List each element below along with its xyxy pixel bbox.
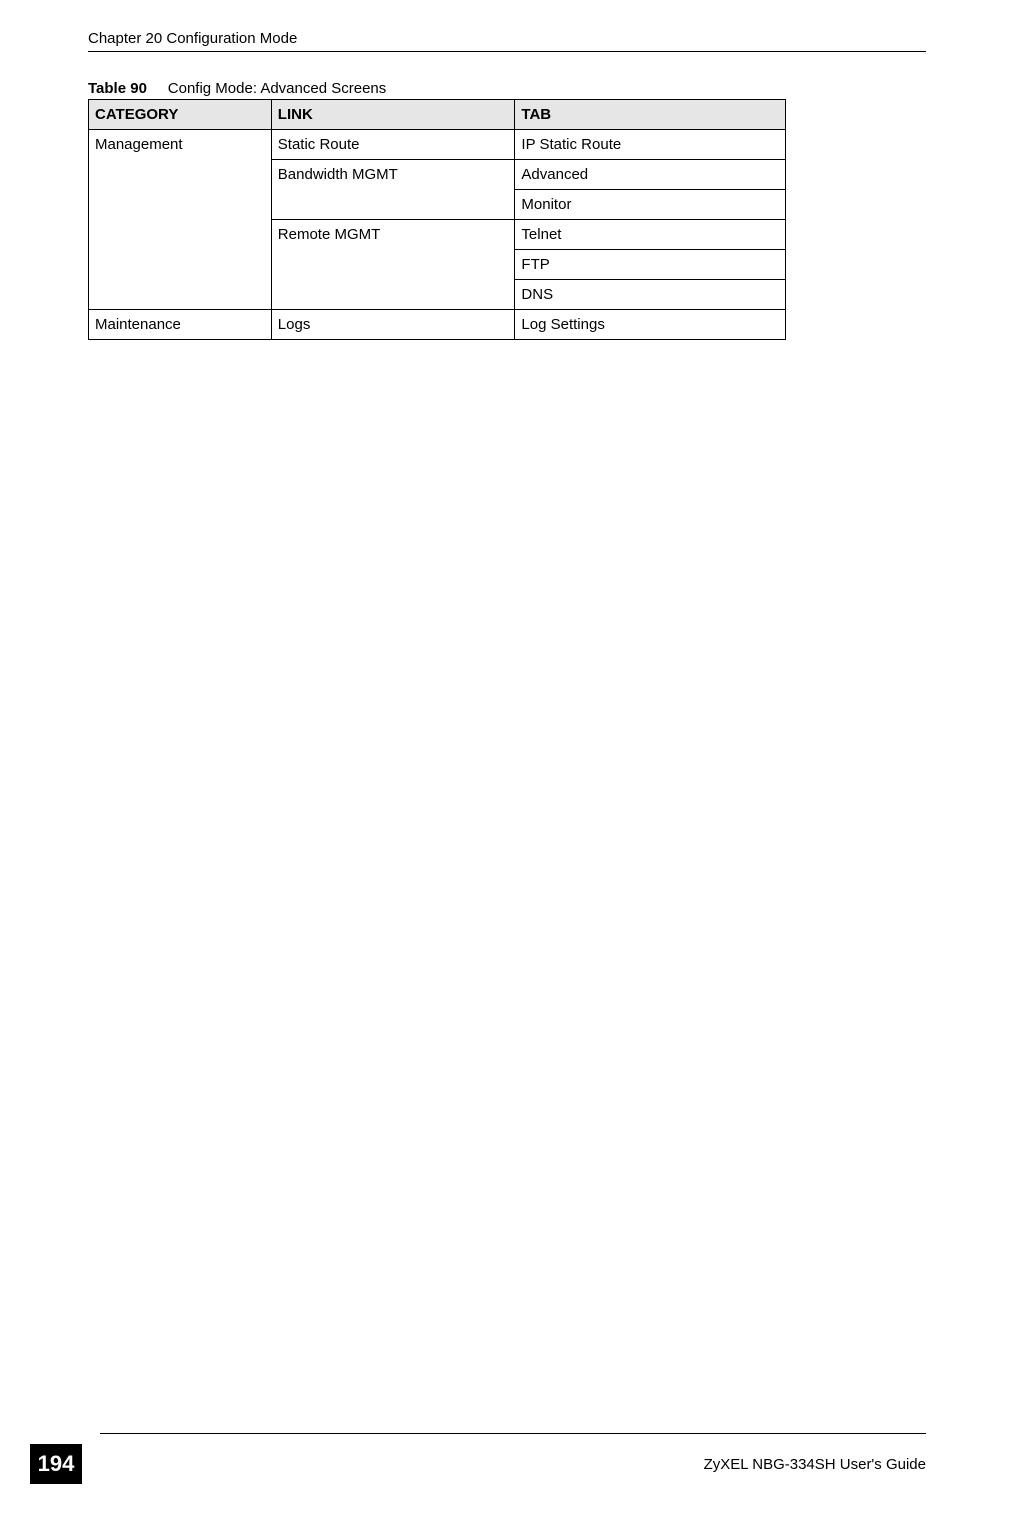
table-header-row: CATEGORY LINK TAB (89, 100, 786, 130)
table-row: Management Static Route IP Static Route (89, 130, 786, 160)
cell-tab: Advanced (515, 160, 786, 190)
page-number: 194 (30, 1444, 82, 1484)
cell-tab: Telnet (515, 220, 786, 250)
cell-category: Management (89, 130, 272, 310)
page: Chapter 20 Configuration Mode Table 90 C… (0, 0, 1014, 1524)
cell-tab: DNS (515, 280, 786, 310)
table-row: Maintenance Logs Log Settings (89, 310, 786, 340)
cell-category: Maintenance (89, 310, 272, 340)
col-header-category: CATEGORY (89, 100, 272, 130)
running-header: Chapter 20 Configuration Mode (88, 30, 926, 52)
table-label: Table 90 (88, 80, 147, 97)
cell-link: Remote MGMT (271, 220, 515, 310)
config-table: CATEGORY LINK TAB Management Static Rout… (88, 99, 786, 340)
cell-tab: IP Static Route (515, 130, 786, 160)
table-caption-text: Config Mode: Advanced Screens (168, 80, 386, 97)
col-header-link: LINK (271, 100, 515, 130)
cell-link: Logs (271, 310, 515, 340)
guide-name: ZyXEL NBG-334SH User's Guide (704, 1456, 926, 1473)
table-caption: Table 90 Config Mode: Advanced Screens (88, 80, 926, 97)
cell-tab: Log Settings (515, 310, 786, 340)
footer-rule (100, 1433, 926, 1434)
cell-link: Static Route (271, 130, 515, 160)
cell-tab: Monitor (515, 190, 786, 220)
cell-tab: FTP (515, 250, 786, 280)
cell-link: Bandwidth MGMT (271, 160, 515, 220)
page-footer: 194 ZyXEL NBG-334SH User's Guide (0, 1433, 1014, 1484)
table-caption-sep (151, 80, 164, 97)
chapter-title: Chapter 20 Configuration Mode (88, 30, 297, 47)
footer-row: 194 ZyXEL NBG-334SH User's Guide (30, 1444, 926, 1484)
col-header-tab: TAB (515, 100, 786, 130)
